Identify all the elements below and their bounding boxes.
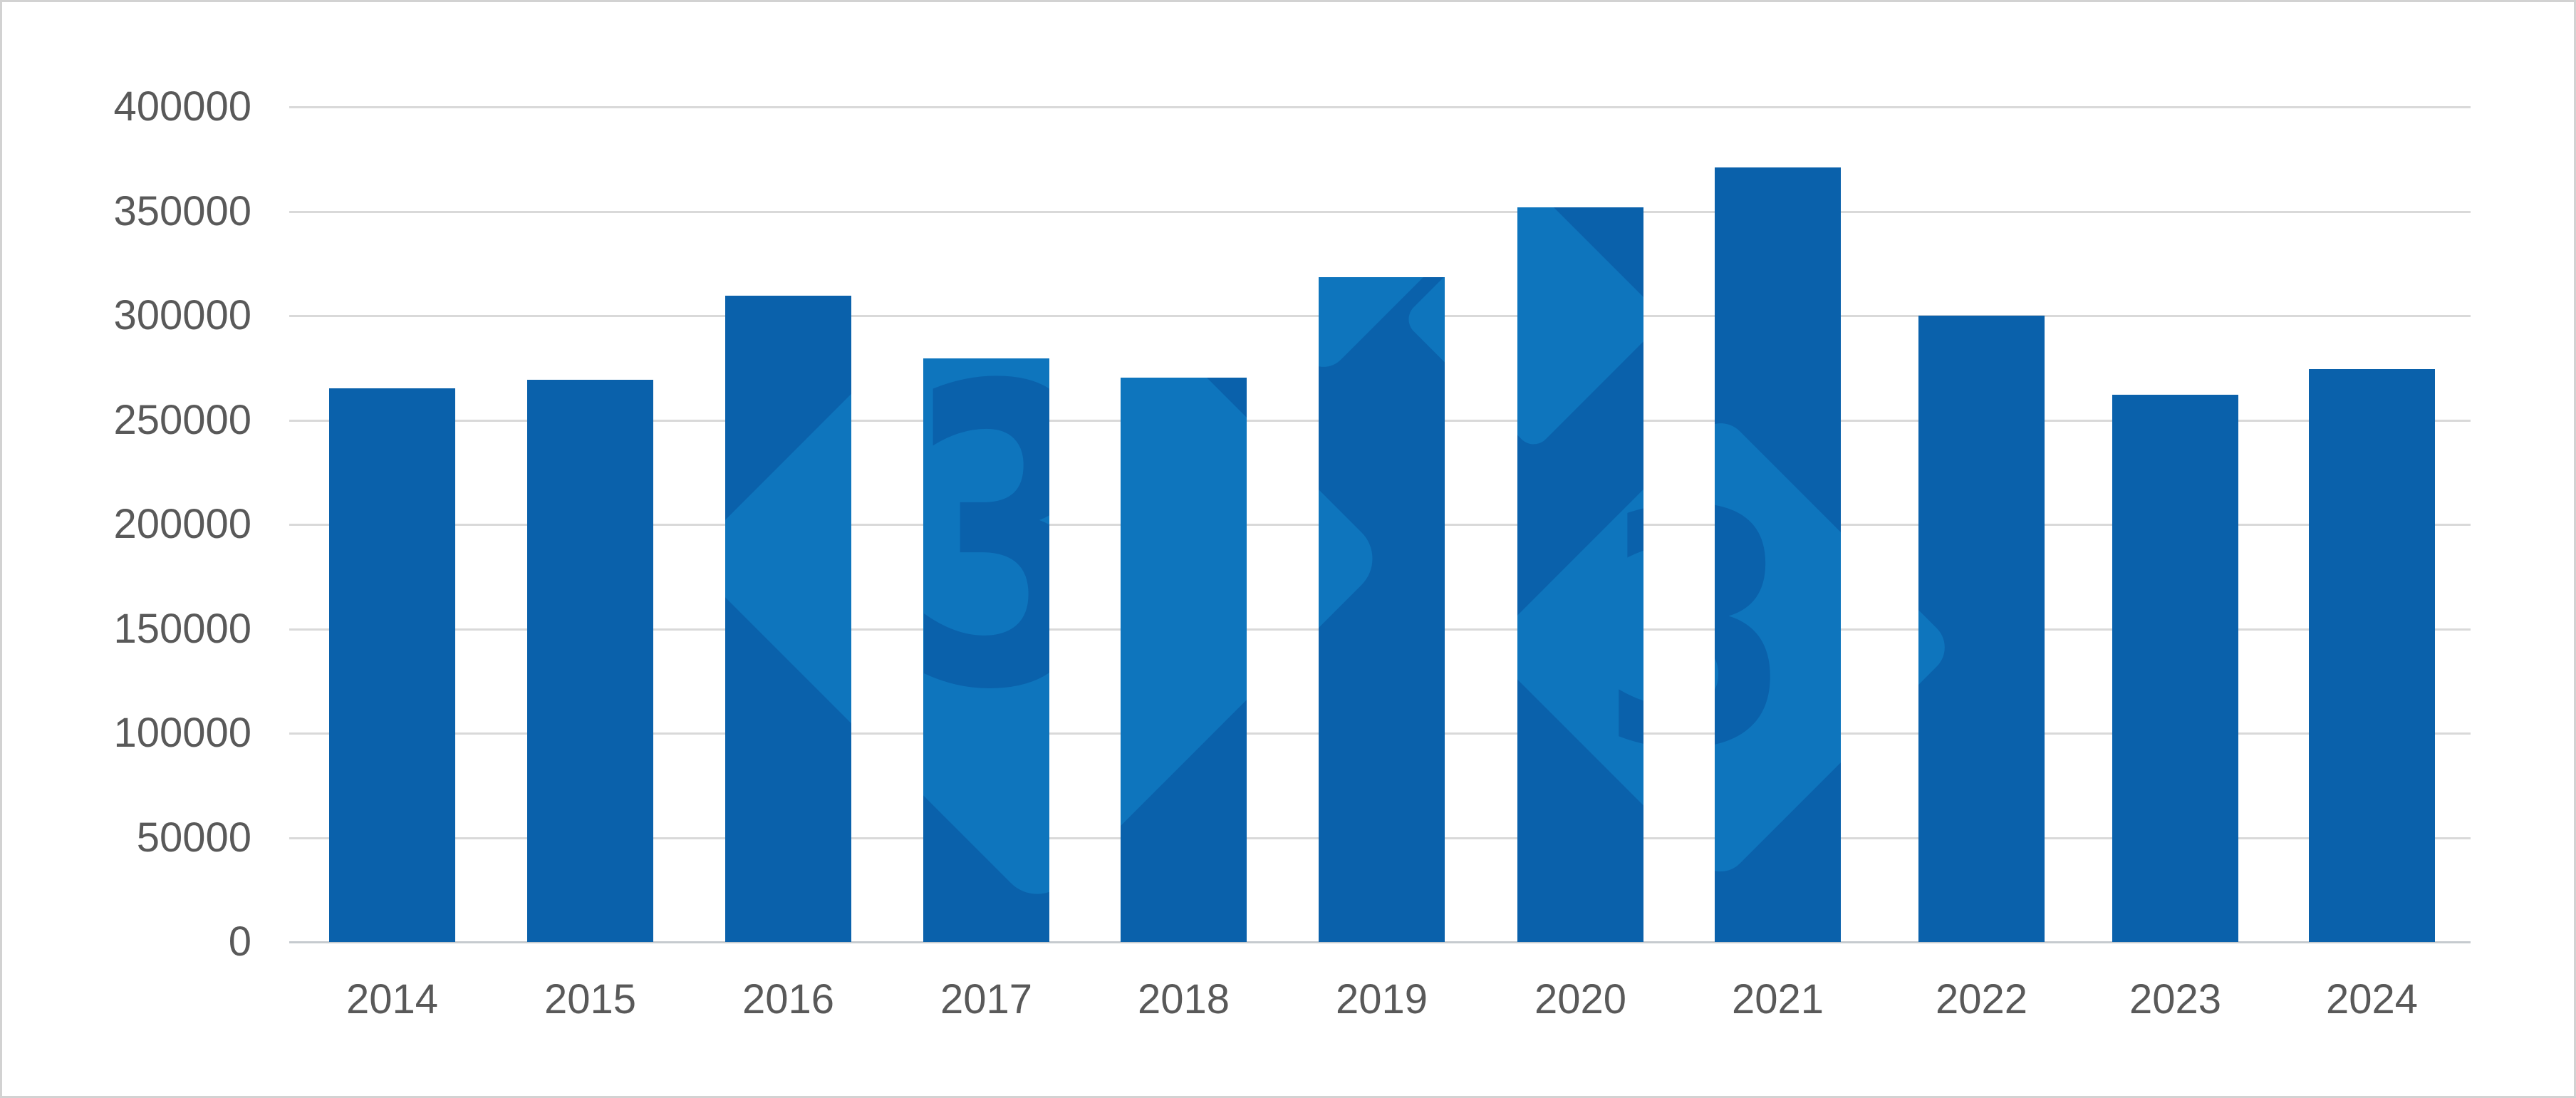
bar-2016: 33	[725, 296, 851, 942]
x-axis-tick-label: 2018	[1137, 976, 1230, 1022]
bar-2015: 33	[527, 379, 653, 942]
watermark-layer: 33	[1121, 377, 1247, 942]
gridline	[289, 106, 2471, 108]
gridline	[289, 210, 2471, 213]
bar-2024: 33	[2309, 368, 2435, 942]
x-axis-tick-label: 2015	[544, 976, 637, 1022]
x-axis-line	[289, 941, 2471, 943]
watermark-diamond	[1401, 276, 1445, 451]
bar-2023: 33	[2112, 395, 2238, 942]
bar-2017: 33	[923, 358, 1049, 942]
watermark-layer: 33	[725, 296, 851, 942]
x-axis-tick-label: 2024	[2325, 976, 2419, 1022]
bar-2014: 33	[329, 388, 455, 942]
bar-2019: 33	[1319, 276, 1445, 942]
bar-2022: 33	[1918, 316, 2045, 942]
watermark-layer: 33	[2309, 369, 2435, 942]
x-axis-tick-label: 2017	[940, 976, 1033, 1022]
watermark-diamond	[1918, 411, 1956, 882]
watermark-digit: 3	[1600, 470, 1643, 794]
watermark-diamond	[1319, 276, 1445, 377]
watermark-layer: 33	[527, 380, 653, 942]
watermark-diamond	[1517, 411, 1643, 882]
bar-2020: 33	[1517, 207, 1643, 942]
watermark-layer: 33	[1517, 207, 1643, 942]
y-axis-tick-label: 200000	[113, 501, 251, 547]
x-axis-tick-label: 2016	[742, 976, 835, 1022]
x-axis-tick-label: 2023	[2129, 976, 2222, 1022]
x-axis-tick-label: 2019	[1335, 976, 1428, 1022]
x-axis-tick-label: 2022	[1935, 976, 2028, 1022]
watermark-layer: 33	[923, 358, 1049, 942]
watermark-diamond	[1319, 276, 1388, 909]
y-axis-tick-label: 350000	[113, 187, 251, 234]
watermark-layer: 33	[1319, 276, 1445, 942]
watermark-diamond	[923, 358, 1049, 909]
watermark-digit: 3	[923, 358, 1049, 747]
watermark-layer: 33	[1918, 316, 2045, 942]
bar-2021: 33	[1715, 167, 1841, 942]
y-axis-tick-label: 0	[228, 918, 251, 965]
y-axis-tick-label: 50000	[136, 814, 251, 861]
x-axis-tick-label: 2020	[1534, 976, 1627, 1022]
y-axis-tick-label: 100000	[113, 710, 251, 756]
watermark-layer: 33	[2112, 395, 2238, 942]
x-axis-tick-label: 2021	[1731, 976, 1824, 1022]
y-axis-tick-label: 250000	[113, 396, 251, 443]
watermark-diamond	[1715, 411, 1841, 882]
watermark-diamond	[1517, 207, 1643, 451]
y-axis-tick-label: 300000	[113, 292, 251, 338]
watermark-digit: 3	[1715, 470, 1792, 794]
y-axis-tick-label: 400000	[113, 83, 251, 130]
watermark-layer: 33	[329, 388, 455, 942]
watermark-diamond	[725, 296, 851, 909]
y-axis-tick-label: 150000	[113, 605, 251, 652]
watermark-diamond	[1121, 377, 1247, 909]
watermark-layer: 33	[1715, 167, 1841, 942]
x-axis-tick-label: 2014	[346, 976, 439, 1022]
bar-2018: 33	[1121, 377, 1247, 942]
